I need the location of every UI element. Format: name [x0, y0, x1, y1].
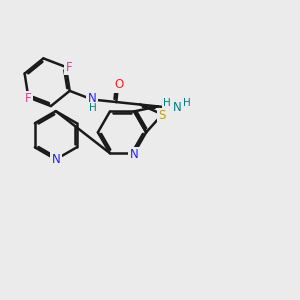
Text: N: N: [130, 148, 139, 161]
Text: S: S: [159, 110, 166, 122]
Text: F: F: [25, 92, 32, 105]
Text: O: O: [115, 78, 124, 91]
Text: H: H: [183, 98, 190, 108]
Text: N: N: [51, 153, 60, 166]
Text: F: F: [66, 61, 72, 74]
Text: N: N: [172, 101, 181, 114]
Text: N: N: [88, 92, 97, 105]
Text: H: H: [89, 103, 97, 113]
Text: H: H: [163, 98, 171, 108]
